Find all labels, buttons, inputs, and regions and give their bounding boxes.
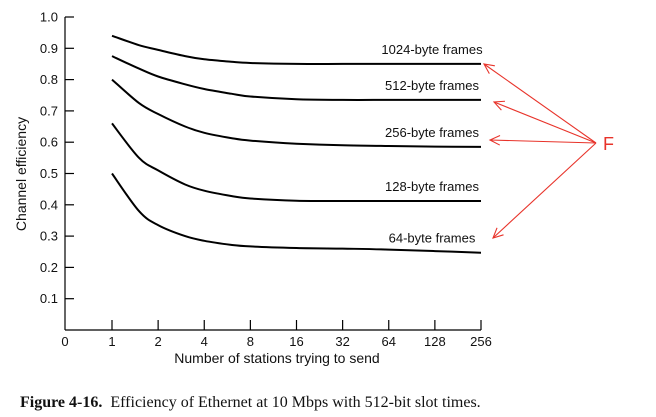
x-tick-label: 256	[470, 334, 492, 349]
figure-caption-label: Figure 4-16.	[20, 394, 103, 411]
x-tick-label: 4	[201, 334, 208, 349]
y-tick-label: 0.2	[40, 260, 58, 275]
annotation-arrowhead	[482, 63, 495, 74]
annotation-arrows: F	[482, 63, 614, 239]
x-tick-label: 16	[289, 334, 303, 349]
figure-caption-text: Efficiency of Ethernet at 10 Mbps with 5…	[110, 394, 481, 411]
y-tick-label: 0.5	[40, 166, 58, 181]
figure-caption: Figure 4-16. Efficiency of Ethernet at 1…	[20, 394, 481, 412]
annotation-arrowhead	[492, 227, 504, 239]
series-label: 128-byte frames	[385, 179, 479, 194]
annotation-arrow	[489, 139, 597, 144]
x-tick-label: 2	[155, 334, 162, 349]
series-label: 256-byte frames	[385, 125, 479, 140]
annotation-arrowhead	[492, 100, 506, 111]
y-tick-label: 0.8	[40, 72, 58, 87]
x-tick-label: 8	[247, 334, 254, 349]
y-tick-label: 0.3	[40, 229, 58, 244]
series-line	[111, 34, 481, 65]
y-tick-label: 0.6	[40, 135, 58, 150]
x-tick-label: 1	[108, 334, 115, 349]
y-tick-label: 1.0	[40, 10, 58, 25]
y-tick-label: 0.9	[40, 41, 58, 56]
x-axis-title: Number of stations trying to send	[174, 350, 379, 366]
y-tick-label: 0.1	[40, 291, 58, 306]
y-axis-title: Channel efficiency	[13, 117, 29, 231]
x-axis: 0 1 2 4 8 16 32 64 128 256	[61, 320, 492, 349]
series-line	[111, 172, 482, 254]
annotation-arrow	[493, 101, 597, 144]
series-labels: 1024-byte frames 512-byte frames 256-byte …	[381, 42, 483, 246]
series-line	[111, 55, 481, 101]
y-tick-label: 0.7	[40, 103, 58, 118]
series-label: 512-byte frames	[385, 78, 479, 93]
series-lines	[111, 34, 482, 254]
annotation-label: F	[603, 134, 614, 154]
series-label: 64-byte frames	[389, 231, 476, 246]
y-tick-label: 0.4	[40, 197, 58, 212]
y-axis: 0.1 0.2 0.3 0.4 0.5 0.6 0.7 0.8 0.9 1.0	[40, 10, 74, 330]
series-line	[111, 122, 481, 203]
x-tick-label: 64	[382, 334, 396, 349]
x-tick-label: 0	[61, 334, 68, 349]
x-tick-label: 128	[424, 334, 446, 349]
series-label: 1024-byte frames	[381, 42, 483, 57]
series-line	[111, 78, 482, 148]
annotation-arrowhead	[488, 134, 501, 146]
annotation-arrow	[483, 63, 597, 144]
annotation-arrow	[492, 142, 597, 239]
x-tick-label: 32	[335, 334, 349, 349]
